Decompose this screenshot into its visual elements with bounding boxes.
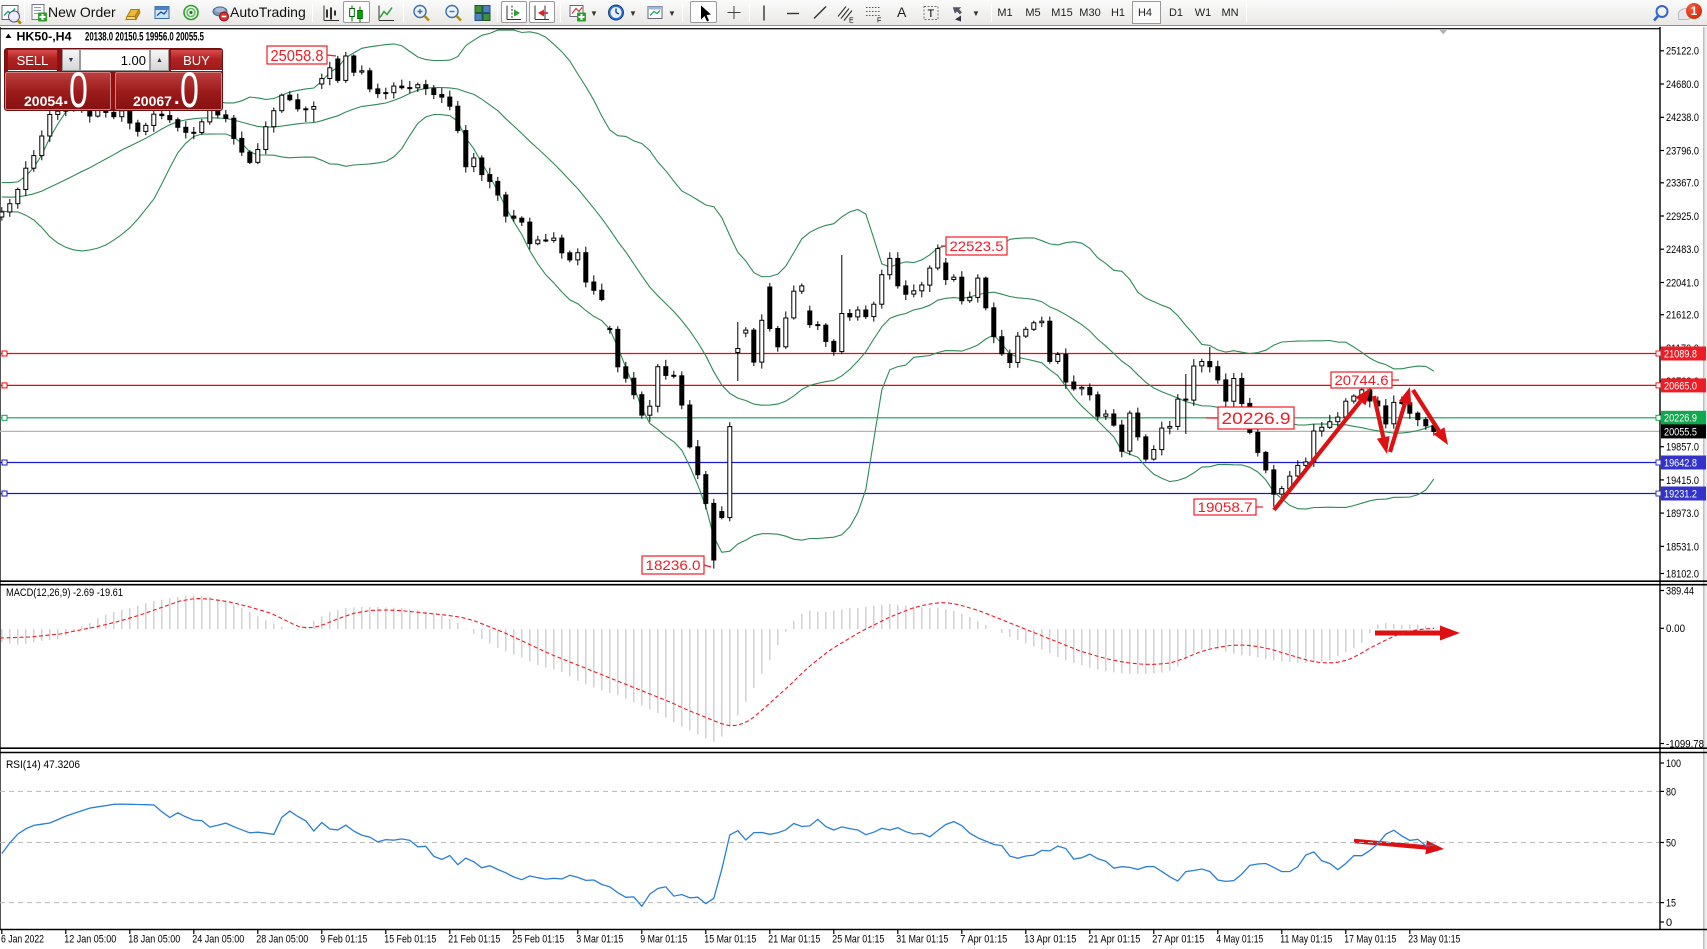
svg-text:389.44: 389.44: [1666, 585, 1694, 597]
svg-text:25058.8: 25058.8: [271, 48, 324, 65]
svg-text:15: 15: [1666, 898, 1676, 910]
svg-text:23796.0: 23796.0: [1666, 145, 1699, 157]
svg-text:23 May 01:15: 23 May 01:15: [1408, 934, 1460, 946]
svg-text:RSI(14) 47.3206: RSI(14) 47.3206: [6, 759, 80, 771]
svg-text:18973.0: 18973.0: [1666, 508, 1699, 520]
svg-text:27 Apr 01:15: 27 Apr 01:15: [1152, 934, 1204, 946]
svg-text:T: T: [928, 8, 935, 20]
svg-text:100: 100: [1666, 758, 1681, 770]
svg-text:15 Feb 01:15: 15 Feb 01:15: [384, 934, 436, 946]
svg-text:22041.0: 22041.0: [1666, 277, 1699, 289]
svg-text:-1099.78: -1099.78: [1666, 738, 1704, 750]
svg-text:19231.2: 19231.2: [1664, 488, 1697, 500]
svg-text:21 Mar 01:15: 21 Mar 01:15: [768, 934, 820, 946]
svg-text:22483.0: 22483.0: [1666, 244, 1699, 256]
svg-text:F: F: [877, 18, 881, 25]
svg-text:E: E: [849, 18, 854, 25]
svg-text:0.00: 0.00: [1666, 623, 1685, 635]
svg-text:22925.0: 22925.0: [1666, 211, 1699, 223]
svg-text:22523.5: 22523.5: [950, 238, 1004, 254]
svg-text:24680.0: 24680.0: [1666, 79, 1699, 91]
svg-text:7 Apr 01:15: 7 Apr 01:15: [960, 934, 1007, 946]
svg-text:25 Mar 01:15: 25 Mar 01:15: [832, 934, 884, 946]
svg-text:4 May 01:15: 4 May 01:15: [1216, 934, 1263, 946]
svg-text:19415.0: 19415.0: [1666, 475, 1699, 487]
svg-text:24238.0: 24238.0: [1666, 112, 1699, 124]
svg-text:20226.9: 20226.9: [1664, 413, 1697, 425]
svg-text:MACD(12,26,9) -2.69 -19.61: MACD(12,26,9) -2.69 -19.61: [6, 587, 123, 599]
svg-text:3 Mar 01:15: 3 Mar 01:15: [576, 934, 623, 946]
svg-text:18 Jan 05:00: 18 Jan 05:00: [128, 934, 180, 946]
svg-text:18531.0: 18531.0: [1666, 541, 1699, 553]
svg-text:20665.0: 20665.0: [1664, 380, 1697, 392]
svg-text:11 May 01:15: 11 May 01:15: [1280, 934, 1332, 946]
svg-text:19857.0: 19857.0: [1666, 442, 1699, 454]
svg-text:21 Apr 01:15: 21 Apr 01:15: [1088, 934, 1140, 946]
svg-text:24 Jan 05:00: 24 Jan 05:00: [192, 934, 244, 946]
svg-text:18102.0: 18102.0: [1666, 568, 1699, 580]
svg-text:19642.8: 19642.8: [1664, 457, 1697, 469]
svg-text:23367.0: 23367.0: [1666, 178, 1699, 190]
svg-text:21 Feb 01:15: 21 Feb 01:15: [448, 934, 500, 946]
svg-text:28 Jan 05:00: 28 Jan 05:00: [256, 934, 308, 946]
svg-text:15 Mar 01:15: 15 Mar 01:15: [704, 934, 756, 946]
svg-text:20138.0 20150.5 19956.0 20055.: 20138.0 20150.5 19956.0 20055.5: [85, 30, 204, 44]
svg-text:21612.0: 21612.0: [1666, 310, 1699, 322]
svg-text:HK50-,H4: HK50-,H4: [17, 30, 72, 44]
svg-text:19058.7: 19058.7: [1198, 499, 1253, 515]
svg-text:12 Jan 05:00: 12 Jan 05:00: [64, 934, 116, 946]
svg-text:17 May 01:15: 17 May 01:15: [1344, 934, 1396, 946]
svg-text:18236.0: 18236.0: [646, 557, 701, 573]
svg-text:13 Apr 01:15: 13 Apr 01:15: [1024, 934, 1076, 946]
svg-text:20744.6: 20744.6: [1335, 372, 1389, 388]
svg-text:50: 50: [1666, 837, 1676, 849]
svg-text:31 Mar 01:15: 31 Mar 01:15: [896, 934, 948, 946]
svg-text:9 Mar 01:15: 9 Mar 01:15: [640, 934, 687, 946]
svg-text:21089.8: 21089.8: [1664, 348, 1697, 360]
svg-text:9 Feb 01:15: 9 Feb 01:15: [320, 934, 367, 946]
svg-text:25122.0: 25122.0: [1666, 46, 1699, 58]
svg-text:80: 80: [1666, 786, 1676, 798]
svg-text:20226.9: 20226.9: [1222, 409, 1291, 428]
svg-text:20055.5: 20055.5: [1664, 426, 1697, 438]
svg-text:25 Feb 01:15: 25 Feb 01:15: [512, 934, 564, 946]
svg-text:0: 0: [1666, 917, 1672, 929]
svg-text:6 Jan 2022: 6 Jan 2022: [1, 934, 44, 946]
